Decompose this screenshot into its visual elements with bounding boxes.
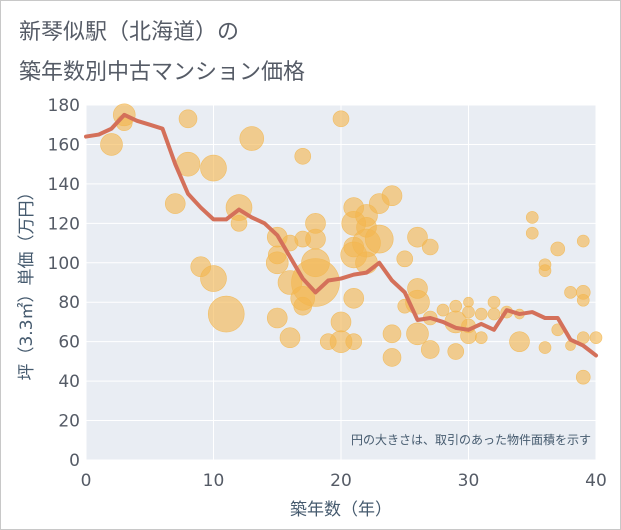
y-tick-label: 120: [48, 214, 80, 234]
bubble-point: [487, 295, 501, 309]
bubble-point: [200, 154, 227, 182]
bubble-point: [364, 224, 394, 254]
grid-lines: [85, 104, 597, 461]
x-axis-ticks: 0 10 20 30 40: [81, 471, 607, 491]
x-tick-label: 10: [203, 471, 225, 491]
bubble-point: [576, 234, 590, 248]
bubble-point: [207, 295, 245, 333]
bubble-point: [447, 343, 465, 360]
y-tick-label: 40: [58, 372, 80, 392]
bubble-point: [266, 307, 288, 329]
bubble-point: [382, 324, 402, 344]
bubble-point: [421, 238, 439, 256]
bubble-point: [449, 299, 463, 313]
bubble-point: [509, 331, 530, 352]
bubble-size-note: 円の大きさは、取引のあった物件面積を示す: [351, 432, 591, 447]
bubble-point: [265, 251, 289, 275]
bubble-point: [345, 333, 363, 350]
bubble-point: [538, 341, 552, 354]
bubble-point: [407, 226, 428, 248]
y-tick-label: 100: [48, 254, 80, 274]
y-tick-label: 80: [58, 293, 80, 313]
bubble-point: [230, 215, 248, 232]
y-tick-label: 180: [48, 96, 80, 116]
bubble-point: [487, 307, 501, 321]
x-tick-label: 40: [585, 471, 607, 491]
bubble-point: [305, 228, 326, 250]
bubble-point: [463, 296, 474, 308]
bubble-point: [279, 327, 301, 349]
bubble-point: [474, 307, 488, 321]
y-tick-label: 20: [58, 412, 80, 432]
bubble-series: [100, 103, 603, 385]
bubble-point: [382, 348, 402, 367]
bubble-point: [381, 185, 403, 207]
y-axis-ticks: 0 20 40 60 80 100 120 140 160 180: [48, 96, 80, 471]
chart-title-line-1: 新琴似駅（北海道）の: [19, 20, 239, 45]
bubble-point: [239, 126, 265, 151]
bubble-point: [564, 286, 577, 299]
bubble-point: [294, 147, 312, 165]
bubble-point: [343, 287, 365, 309]
bubble-point: [332, 110, 350, 128]
bubble-point: [474, 331, 488, 345]
bubble-point: [178, 109, 198, 129]
bubble-point: [589, 331, 603, 345]
bubble-point: [330, 311, 352, 333]
bubble-point: [164, 193, 186, 214]
bubble-point: [200, 265, 227, 292]
bubble-point: [525, 226, 539, 240]
bubble-point: [525, 211, 539, 224]
bubble-point: [462, 305, 475, 319]
y-axis-label: 坪（3.3㎡）単価（万円）: [17, 183, 37, 380]
trend-series: [84, 112, 598, 358]
bubble-point: [396, 250, 414, 268]
bubble-point: [406, 322, 429, 346]
x-tick-label: 0: [81, 471, 92, 491]
bubble-point: [291, 258, 340, 307]
chart-title-line-2: 築年数別中古マンション価格: [19, 60, 305, 85]
x-axis-label: 築年数（年）: [290, 500, 392, 520]
bubble-point: [538, 264, 552, 277]
bubble-point: [420, 340, 440, 359]
y-tick-label: 0: [69, 451, 80, 471]
bubble-point: [576, 293, 590, 307]
bubble-point: [550, 241, 566, 257]
y-tick-label: 140: [48, 175, 80, 195]
bubble-point: [575, 369, 591, 385]
bubble-point: [436, 303, 450, 317]
bubble-point: [100, 133, 123, 156]
x-tick-label: 20: [330, 471, 352, 491]
x-tick-label: 30: [458, 471, 480, 491]
y-tick-label: 160: [48, 135, 80, 155]
trend-line: [84, 112, 598, 358]
y-tick-label: 60: [58, 333, 80, 353]
